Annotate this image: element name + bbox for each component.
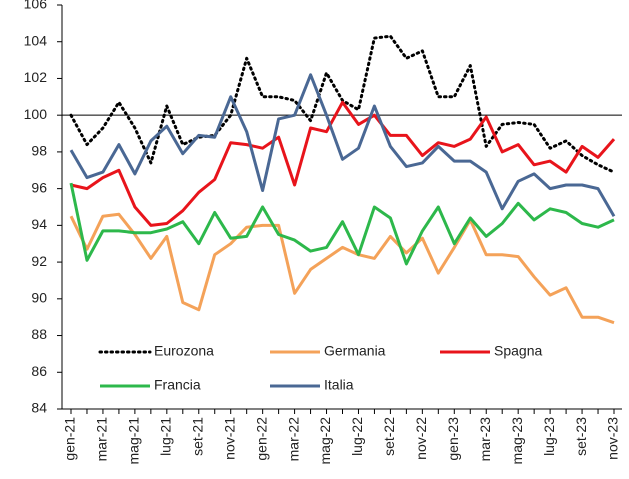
x-tick-label: gen-22 [253,417,269,461]
y-tick-label: 88 [31,326,47,342]
x-tick-label: lug-22 [349,417,365,456]
x-tick-label: mag-23 [509,417,525,465]
y-tick-label: 98 [31,143,47,159]
y-tick-label: 96 [31,179,47,195]
series-line [69,34,616,174]
x-tick-label: nov-23 [605,417,621,460]
y-tick-label: 92 [31,253,47,269]
x-tick-label: nov-22 [413,417,429,460]
x-tick-label: gen-23 [445,417,461,461]
legend-label: Francia [154,377,201,393]
x-tick-label: mag-22 [317,417,333,465]
legend-label: Germania [324,343,386,359]
y-tick-label: 94 [31,216,47,232]
y-tick-label: 102 [24,69,48,85]
x-tick-label: mar-23 [477,417,493,462]
x-tick-label: nov-21 [221,417,237,460]
y-tick-label: 90 [31,290,47,306]
series-line [69,182,615,266]
x-tick-label: mar-21 [94,417,110,462]
x-tick-label: mag-21 [126,417,142,465]
x-tick-label: lug-23 [541,417,557,456]
series-line [69,212,615,325]
series-line [70,100,616,227]
x-tick-label: lug-21 [158,417,174,456]
x-tick-label: set-23 [573,417,589,456]
legend-label: Spagna [494,343,542,359]
x-tick-label: set-21 [189,417,205,456]
y-tick-label: 100 [24,106,48,122]
x-tick-label: gen-21 [62,417,78,461]
y-tick-label: 104 [24,32,48,48]
y-tick-label: 106 [24,0,48,12]
y-tick-label: 86 [31,363,47,379]
series-line [69,73,616,217]
x-tick-label: set-22 [381,417,397,456]
y-tick-label: 84 [31,400,47,416]
legend-label: Italia [324,377,354,393]
x-tick-label: mar-22 [285,417,301,462]
legend-label: Eurozona [154,343,214,359]
